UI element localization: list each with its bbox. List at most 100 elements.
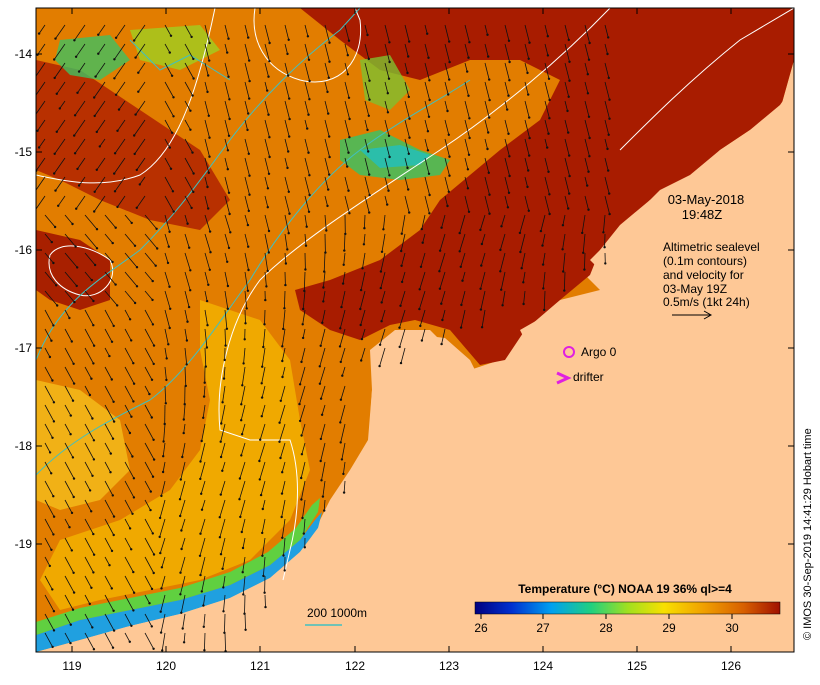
velocity-arrow-head xyxy=(281,492,283,494)
velocity-arrow-head xyxy=(50,549,52,551)
velocity-arrow-head xyxy=(328,77,330,79)
velocity-arrow-head xyxy=(220,493,222,495)
velocity-arrow-head xyxy=(368,115,370,117)
velocity-arrow-head xyxy=(268,156,270,158)
velocity-arrow-head xyxy=(548,78,550,80)
velocity-arrow-head xyxy=(340,361,342,363)
velocity-arrow-head xyxy=(300,361,302,363)
velocity-arrow-head xyxy=(428,99,430,101)
velocity-arrow-head xyxy=(159,517,161,519)
velocity-arrow-head xyxy=(261,532,263,534)
velocity-arrow-head xyxy=(548,99,550,101)
velocity-arrow-head xyxy=(93,439,95,441)
velocity-arrow-head xyxy=(339,327,341,329)
velocity-arrow-head xyxy=(242,593,244,595)
velocity-arrow-head xyxy=(387,111,389,113)
velocity-arrow-head xyxy=(399,305,401,307)
velocity-arrow-head xyxy=(90,510,92,512)
velocity-arrow-head xyxy=(73,477,75,479)
velocity-arrow-head xyxy=(241,384,243,386)
velocity-arrow-head xyxy=(467,187,469,189)
velocity-arrow-head xyxy=(261,396,263,398)
velocity-arrow-head xyxy=(53,172,55,174)
velocity-arrow-head xyxy=(227,168,229,170)
velocity-arrow-head xyxy=(228,247,230,249)
velocity-arrow-head xyxy=(71,549,73,551)
velocity-arrow-head xyxy=(587,92,589,94)
velocity-arrow-head xyxy=(278,422,280,424)
velocity-arrow-head xyxy=(528,42,530,44)
velocity-arrow-head xyxy=(202,417,204,419)
velocity-arrow-head xyxy=(540,230,542,232)
velocity-arrow-head xyxy=(209,230,211,232)
velocity-arrow-head xyxy=(268,60,270,62)
annotation-time: 19:48Z xyxy=(682,207,723,222)
altimetry-line-2: (0.1m contours) xyxy=(663,254,747,268)
velocity-arrow-head xyxy=(286,53,288,55)
velocity-arrow-head xyxy=(248,153,250,155)
velocity-arrow-head xyxy=(151,299,153,301)
velocity-arrow-head xyxy=(52,262,54,264)
velocity-arrow-head xyxy=(305,245,307,247)
velocity-arrow-head xyxy=(481,326,483,328)
velocity-arrow-head xyxy=(75,56,77,58)
velocity-arrow-head xyxy=(407,55,409,57)
velocity-arrow-head xyxy=(241,433,243,435)
colorbar-tick-label: 29 xyxy=(662,621,676,635)
velocity-arrow-head xyxy=(71,512,73,514)
velocity-arrow-head xyxy=(304,546,306,548)
velocity-arrow-head xyxy=(408,96,410,98)
velocity-arrow-head xyxy=(467,95,469,97)
velocity-arrow-head xyxy=(227,149,229,151)
velocity-arrow-head xyxy=(346,165,348,167)
velocity-arrow-head xyxy=(541,244,543,246)
velocity-arrow-head xyxy=(343,491,345,493)
velocity-arrow-head xyxy=(487,55,489,57)
velocity-arrow-head xyxy=(165,379,167,381)
velocity-arrow-head xyxy=(321,322,323,324)
velocity-arrow-head xyxy=(468,137,470,139)
velocity-arrow-head xyxy=(286,248,288,250)
velocity-arrow-head xyxy=(168,286,170,288)
velocity-arrow-head xyxy=(428,79,430,81)
velocity-arrow-head xyxy=(169,51,171,53)
velocity-arrow-head xyxy=(224,359,226,361)
velocity-arrow-head xyxy=(132,571,134,573)
velocity-arrow-head xyxy=(328,173,330,175)
velocity-arrow-head xyxy=(56,304,58,306)
velocity-arrow-head xyxy=(501,304,503,306)
velocity-arrow-head xyxy=(165,402,167,404)
velocity-arrow-head xyxy=(428,194,430,196)
velocity-arrow-head xyxy=(192,191,194,193)
velocity-arrow-head xyxy=(368,211,370,213)
velocity-arrow-head xyxy=(604,262,606,264)
velocity-arrow-head xyxy=(448,134,450,136)
velocity-arrow-head xyxy=(441,319,443,321)
velocity-arrow-head xyxy=(74,152,76,154)
velocity-arrow-head xyxy=(149,509,151,511)
velocity-arrow-head xyxy=(226,328,228,330)
velocity-arrow-head xyxy=(73,134,75,136)
velocity-arrow-head xyxy=(192,58,194,60)
velocity-arrow-head xyxy=(153,363,155,365)
velocity-arrow-head xyxy=(68,317,70,319)
velocity-arrow-head xyxy=(486,34,488,36)
velocity-arrow-head xyxy=(563,289,565,291)
velocity-arrow-head xyxy=(183,418,185,420)
velocity-arrow-head xyxy=(54,226,56,228)
velocity-arrow-head xyxy=(248,194,250,196)
velocity-arrow-head xyxy=(448,175,450,177)
velocity-arrow-head xyxy=(244,338,246,340)
colorbar-title: Temperature (°C) NOAA 19 36% ql>=4 xyxy=(518,582,732,596)
velocity-arrow-head xyxy=(114,190,116,192)
velocity-arrow-head xyxy=(33,191,35,193)
velocity-arrow-head xyxy=(76,168,78,170)
velocity-arrow-head xyxy=(172,115,174,117)
velocity-arrow-head xyxy=(207,207,209,209)
velocity-arrow-head xyxy=(152,323,154,325)
velocity-arrow-head xyxy=(606,148,608,150)
velocity-arrow-head xyxy=(227,38,229,40)
velocity-arrow-head xyxy=(93,554,95,556)
velocity-arrow-head xyxy=(348,97,350,99)
velocity-arrow-head xyxy=(306,127,308,129)
